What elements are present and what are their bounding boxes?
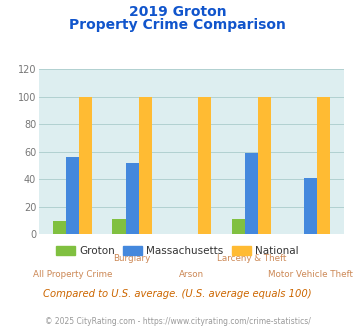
Text: 2019 Groton: 2019 Groton — [129, 5, 226, 19]
Bar — [231, 219, 245, 234]
Bar — [66, 157, 79, 234]
Text: Motor Vehicle Theft: Motor Vehicle Theft — [268, 270, 353, 280]
Text: Burglary: Burglary — [114, 254, 151, 263]
Text: Property Crime Comparison: Property Crime Comparison — [69, 18, 286, 32]
Bar — [139, 97, 152, 234]
Bar — [126, 163, 139, 234]
Text: Larceny & Theft: Larceny & Theft — [217, 254, 286, 263]
Bar — [245, 153, 258, 234]
Text: © 2025 CityRating.com - https://www.cityrating.com/crime-statistics/: © 2025 CityRating.com - https://www.city… — [45, 317, 310, 326]
Bar — [304, 178, 317, 234]
Bar — [79, 97, 92, 234]
Text: All Property Crime: All Property Crime — [33, 270, 112, 280]
Bar — [113, 219, 126, 234]
Bar — [317, 97, 331, 234]
Legend: Groton, Massachusetts, National: Groton, Massachusetts, National — [52, 242, 303, 260]
Bar — [198, 97, 211, 234]
Bar — [53, 220, 66, 234]
Bar — [258, 97, 271, 234]
Text: Compared to U.S. average. (U.S. average equals 100): Compared to U.S. average. (U.S. average … — [43, 289, 312, 299]
Text: Arson: Arson — [179, 270, 204, 280]
